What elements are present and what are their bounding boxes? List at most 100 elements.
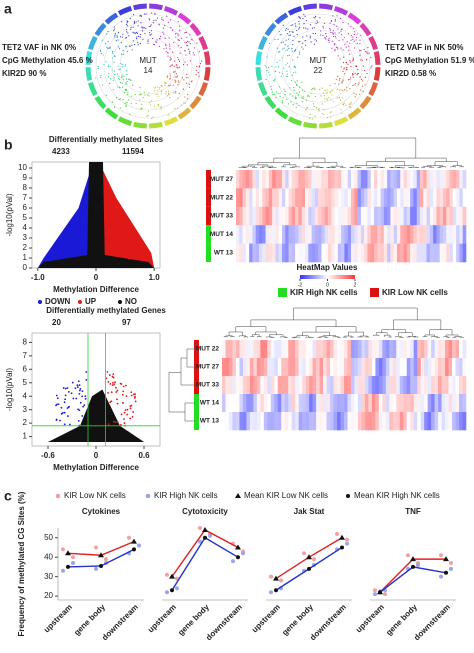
methylation-dot [185,41,188,44]
methylation-dot [162,31,164,33]
methylation-dot [346,87,348,89]
gene-dot [67,415,69,417]
methylation-dot [160,107,162,109]
heatmap-cell [298,376,303,395]
heatmap-cell [445,358,449,377]
heatmap-cell [242,394,247,413]
methylation-dot [367,46,369,49]
circos-note: TET2 VAF in NK 50% [385,43,464,52]
heatmap-cell [390,225,395,244]
legend-dot [38,300,42,304]
heatmap-cell [427,376,432,395]
mean-point [378,590,382,595]
methylation-dot [301,89,304,91]
methylation-dot [288,66,290,68]
methylation-dot [339,99,342,101]
methylation-dot [187,94,189,96]
heatmap-cell [318,225,322,244]
methylation-dot [118,68,120,71]
heatmap-cell [351,243,355,263]
heatmap-cell [462,394,467,413]
methylation-dot [299,40,301,43]
sample-point [208,533,212,538]
heatmap-cell [367,225,372,244]
heatmap-cell [291,340,296,359]
chromosome-arc [198,81,209,97]
methylation-dot [178,66,181,68]
heatmap-cell [311,243,316,263]
gene-dot [77,380,80,383]
heatmap-cell [344,206,349,226]
mean-point [99,563,103,568]
methylation-dot [115,97,118,99]
sample-point [94,545,98,550]
methylation-dot [352,60,354,62]
methylation-dot [185,77,188,79]
scale-tick-label: 2 [354,282,357,288]
methylation-dot [188,83,191,85]
mean-point [235,544,241,550]
heatmap-cell [438,394,442,413]
methylation-dot [169,96,171,99]
heatmap-cell [260,376,265,395]
heatmap-cell [406,206,411,226]
heatmap-cell [387,188,391,208]
gene-dot [126,408,129,411]
sample-point [94,566,98,571]
methylation-dot [148,19,151,21]
heatmap-cell [270,358,275,377]
heatmap-cell [387,243,391,263]
heatmap-cell [448,376,453,395]
dendrogram [424,334,435,337]
methylation-dot [340,108,342,111]
gene-dot [63,423,66,426]
methylation-dot [269,74,271,76]
methylation-dot [347,33,350,35]
heatmap-cell [274,340,279,359]
methylation-dot [339,78,341,80]
circos-center: 14 [144,66,153,75]
methylation-dot [125,105,127,108]
gene-dot [120,423,122,426]
heatmap-cell [275,225,280,244]
methylation-dot [329,112,331,114]
methylation-dot [292,104,294,106]
methylation-dot [180,37,183,39]
methylation-dot [342,79,344,81]
heatmap-cell [370,243,375,263]
methylation-dot [296,80,298,82]
heatmap-cell [364,394,369,413]
methylation-dot [346,90,348,92]
heatmap-cell [420,243,424,263]
heatmap-cell [225,376,230,395]
methylation-dot [284,44,286,46]
methylation-dot [134,32,136,34]
gene-dot [60,406,63,409]
heatmap-cell [298,243,303,263]
methylation-dot [329,92,331,94]
methylation-dot [355,65,357,67]
chromosome-arc [104,12,119,25]
heatmap-cell [246,412,251,431]
heatmap-cell [277,394,282,413]
heatmap-cell [383,243,388,263]
methylation-dot [339,58,341,60]
heatmap-cell [423,206,427,226]
heatmap-cell [295,340,299,359]
chromosome-arc [163,116,179,127]
methylation-dot [150,104,152,106]
dendrogram [354,165,378,168]
methylation-dot [265,78,267,80]
methylation-dot [336,15,338,17]
dendrogram [375,332,388,336]
heatmap-cell [413,243,418,263]
methylation-dot [121,36,124,38]
heatmap-cell [406,225,411,244]
chromosome-arc [255,67,263,81]
heatmap-cell [462,376,467,395]
heatmap-cell [255,243,260,263]
methylation-dot [330,31,332,33]
heatmap-cell [424,340,428,359]
methylation-dot [149,34,151,36]
heatmap-cell [239,394,244,413]
